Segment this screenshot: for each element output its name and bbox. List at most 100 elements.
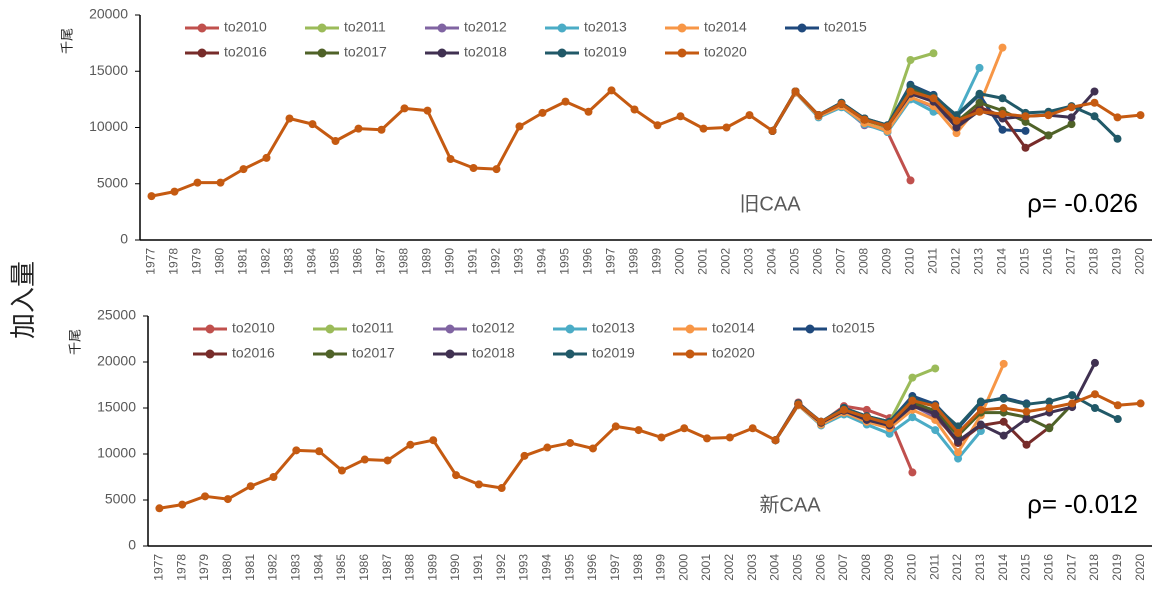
x-tick-label: 1990	[448, 554, 462, 581]
point	[1022, 407, 1031, 416]
point	[999, 359, 1008, 368]
x-tick-label: 1979	[197, 554, 211, 581]
legend-marker	[557, 48, 567, 58]
annotation: 新CAA	[759, 493, 821, 516]
x-tick-label: 2008	[857, 248, 871, 275]
x-tick-label: 1981	[236, 248, 250, 275]
point	[515, 122, 524, 131]
legend-marker	[205, 324, 215, 334]
point	[998, 125, 1007, 134]
x-tick-label: 1980	[213, 248, 227, 275]
point	[976, 420, 985, 429]
x-tick-label: 2014	[995, 248, 1009, 275]
point	[975, 89, 984, 98]
x-tick-label: 2009	[882, 554, 896, 581]
x-tick-label: 1981	[243, 554, 257, 581]
series-line	[774, 363, 1006, 454]
x-tick-label: 1996	[581, 248, 595, 275]
point	[406, 440, 415, 449]
y-tick-label: 0	[120, 231, 128, 247]
legend-marker	[197, 48, 207, 58]
point	[1021, 143, 1030, 152]
point	[862, 405, 871, 414]
point	[201, 492, 210, 501]
point	[952, 116, 961, 125]
legend-label: to2014	[712, 320, 755, 336]
x-tick-label: 2017	[1064, 248, 1078, 275]
point	[860, 115, 869, 124]
legend-label: to2016	[224, 44, 267, 60]
legend-marker	[677, 23, 687, 33]
point	[998, 110, 1007, 118]
legend-marker	[685, 324, 695, 334]
point	[269, 473, 278, 481]
x-tick-label: 1984	[311, 554, 325, 581]
point	[906, 56, 915, 64]
x-tick-label: 1982	[259, 248, 273, 275]
point	[908, 373, 917, 382]
legend-marker	[325, 349, 335, 359]
point	[791, 87, 800, 96]
x-tick-label: 2003	[742, 248, 756, 275]
x-tick-label: 2008	[859, 554, 873, 581]
point	[954, 454, 963, 463]
legend-label: to2020	[712, 345, 755, 361]
point	[1068, 391, 1077, 400]
legend-label: to2016	[232, 345, 275, 361]
point	[1044, 111, 1053, 120]
point	[680, 424, 689, 433]
point	[147, 192, 156, 201]
point	[1021, 112, 1030, 121]
legend-label: to2014	[704, 19, 747, 35]
legend-item: to2019	[545, 44, 627, 60]
point	[308, 120, 317, 129]
x-tick-label: 2016	[1041, 554, 1055, 581]
x-tick-label: 1990	[443, 248, 457, 275]
point	[999, 417, 1008, 426]
x-tick-label: 2000	[676, 554, 690, 581]
x-tick-label: 1977	[144, 248, 158, 275]
legend-label: to2018	[472, 345, 515, 361]
point	[976, 397, 985, 406]
legend-label: to2010	[232, 320, 275, 336]
legend-label: to2017	[344, 44, 387, 60]
x-tick-label: 1984	[305, 248, 319, 275]
point	[1045, 397, 1054, 406]
legend-marker	[437, 48, 447, 58]
point	[1090, 390, 1099, 399]
x-tick-label: 2002	[719, 248, 733, 275]
point	[817, 417, 826, 426]
point	[931, 409, 940, 418]
y-unit: 千尾	[59, 28, 74, 54]
y-tick-label: 20000	[89, 6, 128, 22]
x-tick-label: 1988	[397, 248, 411, 275]
x-tick-label: 2012	[949, 248, 963, 275]
point	[768, 126, 777, 135]
point	[839, 405, 848, 414]
point	[931, 426, 940, 435]
legend-item: to2013	[553, 320, 635, 336]
point	[1022, 400, 1031, 409]
point	[908, 468, 917, 477]
x-tick-label: 1992	[494, 554, 508, 581]
point	[885, 419, 894, 428]
legend-marker	[797, 23, 807, 33]
x-tick-label: 2013	[973, 554, 987, 581]
point	[354, 124, 363, 133]
x-tick-label: 1994	[535, 248, 549, 275]
point	[954, 428, 963, 437]
point	[906, 176, 915, 185]
legend-marker	[685, 349, 695, 359]
point	[837, 99, 846, 108]
x-tick-label: 1989	[420, 248, 434, 275]
x-tick-label: 1998	[627, 248, 641, 275]
point	[492, 165, 501, 174]
legend-marker	[565, 324, 575, 334]
shared-y-label: 加入量	[9, 261, 38, 339]
point	[216, 178, 225, 187]
point	[722, 123, 731, 132]
legend-marker	[197, 23, 207, 33]
legend-label: to2018	[464, 44, 507, 60]
legend-marker	[445, 349, 455, 359]
legend-item: to2012	[433, 320, 515, 336]
